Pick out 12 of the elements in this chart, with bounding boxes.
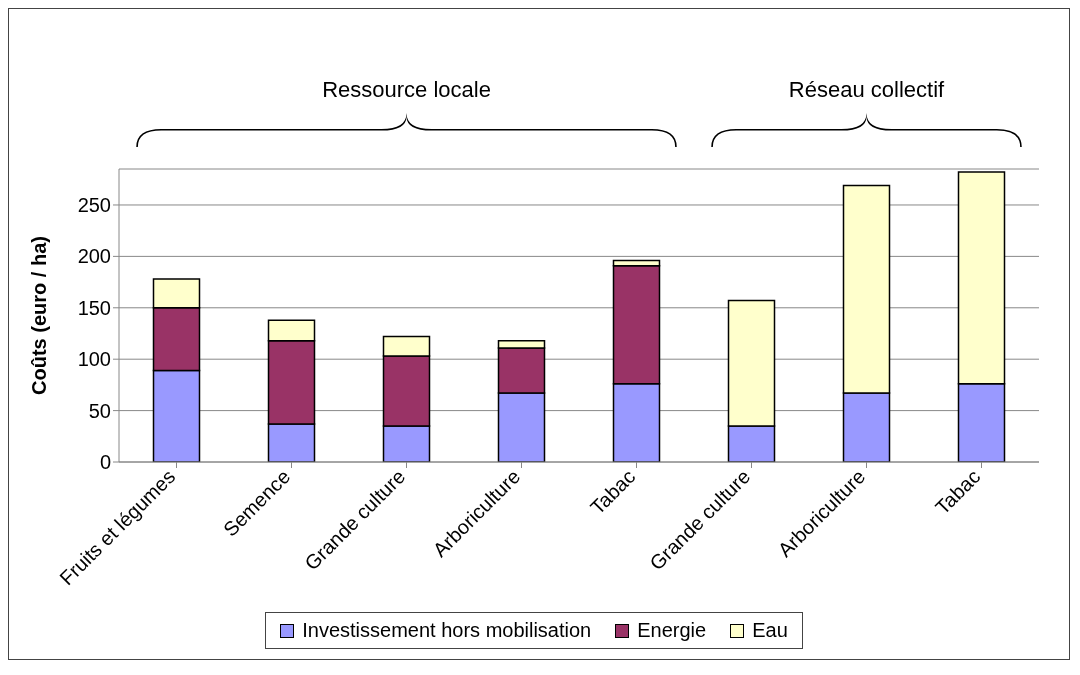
text: Ressource locale bbox=[322, 77, 491, 102]
y-tick-label: 50 bbox=[88, 399, 111, 422]
y-axis-title: Coûts (euro / ha) bbox=[28, 236, 51, 395]
y-tick-label: 150 bbox=[77, 296, 111, 319]
y-tick-label: 200 bbox=[77, 245, 111, 268]
y-tick-label: 0 bbox=[99, 451, 111, 474]
legend-label: Investissement hors mobilisation bbox=[301, 619, 592, 642]
legend-label: Eau bbox=[751, 619, 788, 642]
legend-label: Energie bbox=[636, 619, 707, 642]
y-tick-label: 100 bbox=[77, 348, 111, 371]
text: Réseau collectif bbox=[788, 77, 946, 102]
y-tick-label: 250 bbox=[77, 194, 111, 217]
